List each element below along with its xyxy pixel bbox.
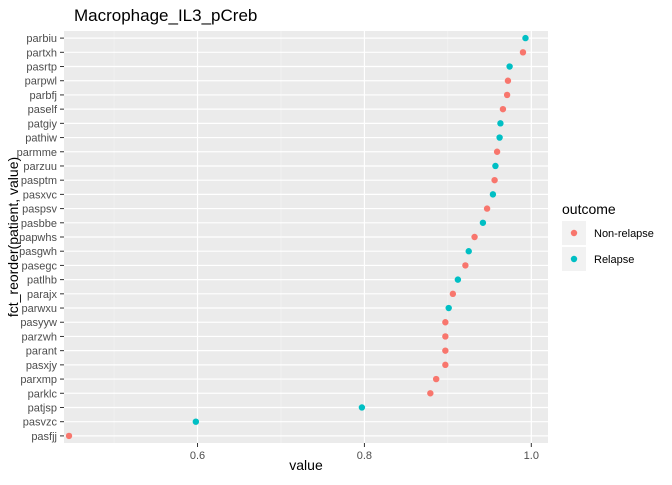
x-axis-ticks: 0.6 0.8 1.0: [190, 443, 539, 462]
data-point: [442, 333, 449, 340]
y-tick-label: parant: [26, 346, 57, 358]
data-point: [465, 248, 472, 255]
data-point: [449, 290, 457, 298]
y-tick-label: pasbbe: [21, 218, 57, 230]
legend: outcome Non-relapse Relapse: [562, 201, 654, 271]
y-tick-label: patlhb: [27, 275, 57, 287]
data-point: [445, 304, 452, 312]
y-tick-label: parzuu: [23, 161, 57, 173]
y-tick-label: parxmp: [20, 374, 57, 386]
data-point: [492, 162, 499, 170]
legend-title: outcome: [562, 201, 616, 217]
data-point: [522, 34, 529, 42]
y-tick-label: papwhs: [19, 232, 57, 244]
y-tick-label: parpwl: [25, 76, 57, 88]
y-tick-label: parbiu: [26, 33, 57, 45]
y-axis-ticks: parbiu partxh pasrtp parpwl parbfj paself patg…: [17, 33, 64, 443]
y-tick-label: pasegc: [22, 260, 58, 272]
legend-key-point: [570, 255, 578, 263]
y-tick-label: parajx: [27, 289, 57, 301]
data-point: [497, 120, 504, 127]
legend-entry-label: Relapse: [594, 254, 634, 266]
y-tick-label: pasxjy: [26, 360, 58, 372]
data-point: [442, 319, 449, 326]
y-tick-label: parzwh: [22, 331, 57, 343]
x-tick-label: 0.8: [357, 450, 372, 462]
y-tick-label: parmme: [17, 147, 57, 159]
data-point: [491, 176, 498, 184]
chart-title: Macrophage_IL3_pCreb: [74, 6, 257, 25]
y-tick-label: pasfjj: [31, 431, 57, 443]
data-point: [65, 432, 73, 440]
data-point: [479, 219, 487, 226]
y-tick-label: patgiy: [28, 118, 58, 130]
data-point: [496, 134, 503, 141]
data-point: [442, 361, 449, 369]
y-tick-label: paself: [28, 104, 58, 116]
y-tick-label: pasvzc: [23, 417, 58, 429]
data-point: [462, 262, 469, 269]
y-tick-label: pasxvc: [23, 189, 58, 201]
major-gridlines: [64, 31, 548, 443]
data-point: [506, 63, 513, 70]
data-point: [493, 148, 501, 155]
y-tick-label: parwxu: [22, 303, 57, 315]
y-tick-label: patjsp: [28, 402, 57, 414]
data-points: [65, 34, 529, 440]
data-point: [483, 205, 491, 212]
data-point: [489, 191, 497, 198]
data-point: [454, 276, 462, 283]
data-point: [471, 233, 478, 241]
legend-entry-label: Non-relapse: [594, 228, 654, 240]
y-tick-label: pathiw: [25, 133, 57, 145]
data-point: [442, 347, 449, 354]
y-tick-label: parklc: [28, 388, 58, 400]
legend-key-point: [570, 229, 578, 237]
data-point: [427, 390, 434, 397]
data-point: [519, 49, 527, 56]
y-tick-label: pasgwh: [19, 246, 57, 258]
y-tick-label: pasyyw: [20, 317, 57, 329]
data-point: [358, 404, 366, 411]
x-axis-label: value: [289, 457, 323, 473]
data-point: [192, 418, 200, 425]
x-tick-label: 0.6: [190, 450, 205, 462]
y-tick-label: paspsv: [22, 204, 57, 216]
y-tick-label: pasptm: [21, 175, 57, 187]
data-point: [504, 77, 512, 84]
y-tick-label: parbfj: [29, 90, 57, 102]
data-point: [503, 91, 511, 99]
y-axis-label: fct_reorder(patient, value): [5, 157, 21, 317]
y-tick-label: pasrtp: [26, 62, 57, 74]
data-point: [499, 105, 507, 113]
x-tick-label: 1.0: [524, 450, 539, 462]
y-tick-label: partxh: [26, 47, 57, 59]
data-point: [432, 375, 440, 383]
